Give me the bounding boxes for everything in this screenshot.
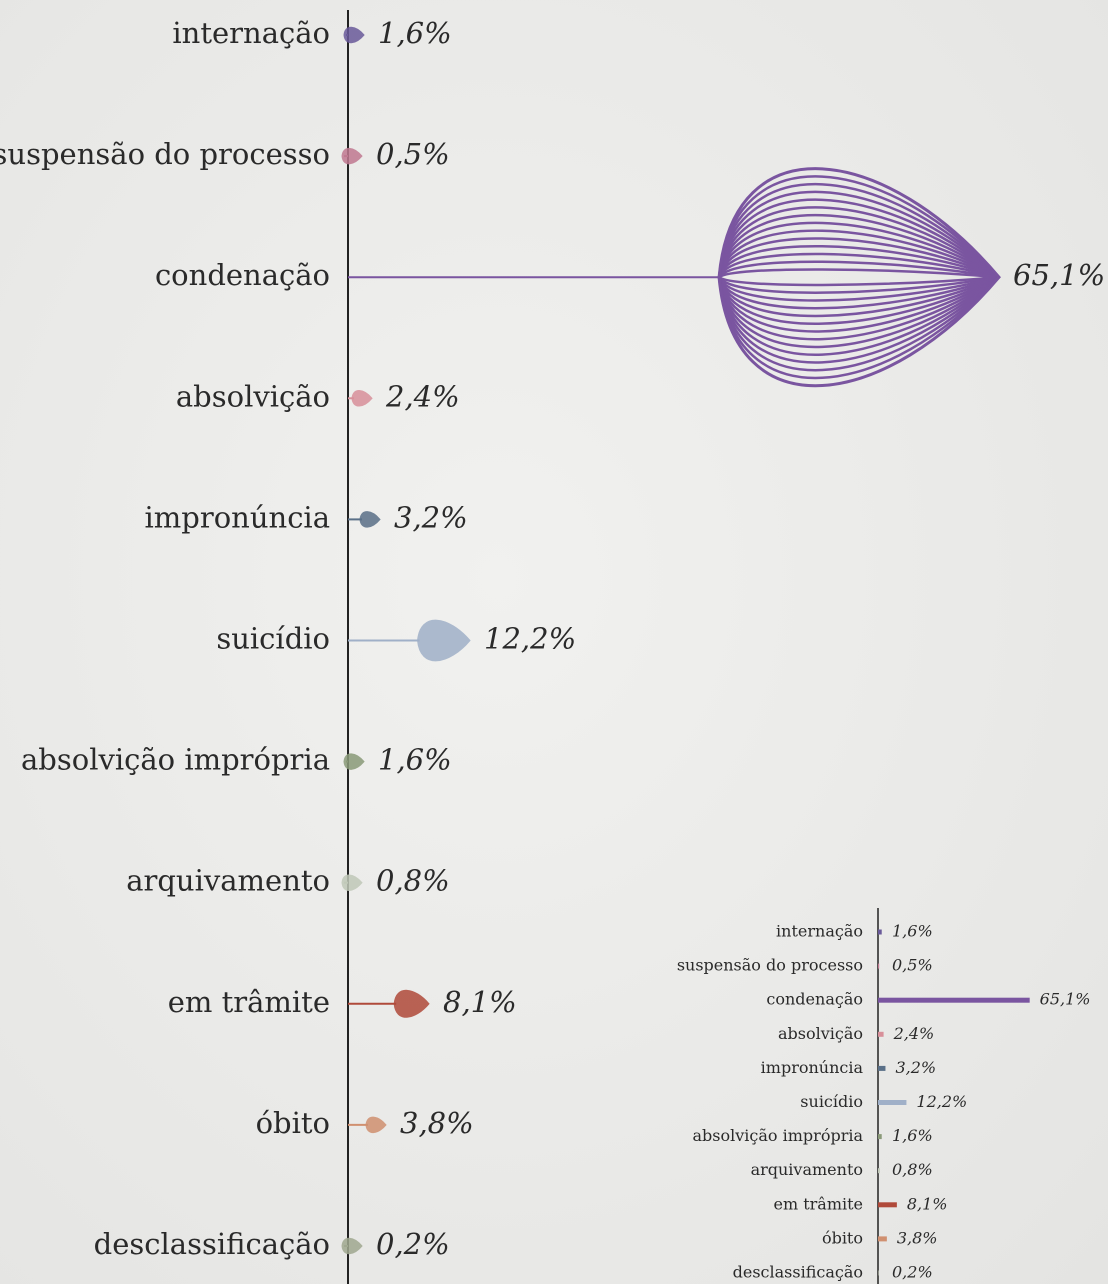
petal [341,1237,363,1255]
category-label: absolvição imprópria [21,743,330,777]
petal-strand [717,221,1000,333]
bar [878,1134,882,1140]
value-label: 8,1% [443,985,517,1019]
category-label: óbito [822,1228,863,1247]
value-label: 0,8% [892,1160,933,1179]
value-label: 1,6% [378,743,452,777]
petal-strand [717,198,1000,356]
category-label: suspensão do processo [0,137,330,171]
petal [341,874,363,891]
value-label: 3,2% [394,500,468,534]
value-label: 2,4% [893,1024,935,1043]
petal-strand [717,214,1000,341]
petal-strand [717,229,1000,325]
petal [359,511,381,528]
value-label: 1,6% [892,1126,933,1145]
value-label: 3,8% [400,1106,474,1140]
petal-strand [717,183,1000,372]
category-label: em trâmite [168,985,330,1019]
value-label: 2,4% [385,379,460,413]
bar [878,1202,897,1208]
petal-strand [717,206,1000,349]
value-label: 0,2% [376,1227,450,1261]
category-label: em trâmite [773,1194,863,1213]
category-label: suicídio [216,622,330,656]
petal-strand [717,175,1000,380]
category-label: absolvição [778,1024,863,1043]
petal-strand [717,244,1000,310]
petal [343,753,365,770]
value-label: 65,1% [1013,258,1105,292]
value-label: 0,8% [376,864,450,898]
category-label: absolvição imprópria [693,1126,864,1145]
category-label: desclassificação [733,1263,863,1282]
category-label: óbito [256,1106,330,1140]
petal-strand [717,190,1000,364]
category-label: suicídio [800,1092,863,1111]
petal-strand [717,252,1000,302]
value-label: 0,5% [892,956,933,975]
bar [878,1236,887,1242]
value-label: 1,6% [892,922,933,941]
value-label: 65,1% [1040,990,1091,1009]
value-label: 1,6% [378,16,452,50]
value-label: 12,2% [484,622,576,656]
bar [878,997,1030,1003]
petal-strand [717,237,1000,318]
category-label: suspensão do processo [677,956,863,975]
petal-strand [718,260,1000,294]
petal-strand [718,268,1000,287]
value-label: 0,5% [376,137,450,171]
category-label: condenação [155,258,330,292]
category-label: impronúncia [145,500,331,534]
category-label: condenação [766,990,863,1009]
value-label: 3,8% [897,1228,938,1247]
bar [878,929,882,935]
category-label: desclassificação [94,1227,330,1261]
petal [717,167,1001,388]
category-label: absolvição [176,379,330,413]
petal [365,1116,387,1134]
bar [878,963,880,969]
value-label: 8,1% [907,1194,948,1213]
category-label: arquivamento [751,1160,863,1179]
petal [341,147,363,165]
bar [878,1065,886,1071]
petal [417,619,471,662]
value-label: 0,2% [892,1263,933,1282]
petal [343,26,365,44]
value-label: 3,2% [895,1058,936,1077]
bar [878,1168,880,1174]
category-label: impronúncia [761,1058,864,1077]
category-label: arquivamento [126,864,330,898]
bar [878,1100,907,1105]
petal [351,390,373,407]
category-label: internação [172,16,330,50]
petal [393,989,430,1018]
value-label: 12,2% [916,1092,967,1111]
category-label: internação [776,922,863,941]
bar [878,1031,884,1037]
